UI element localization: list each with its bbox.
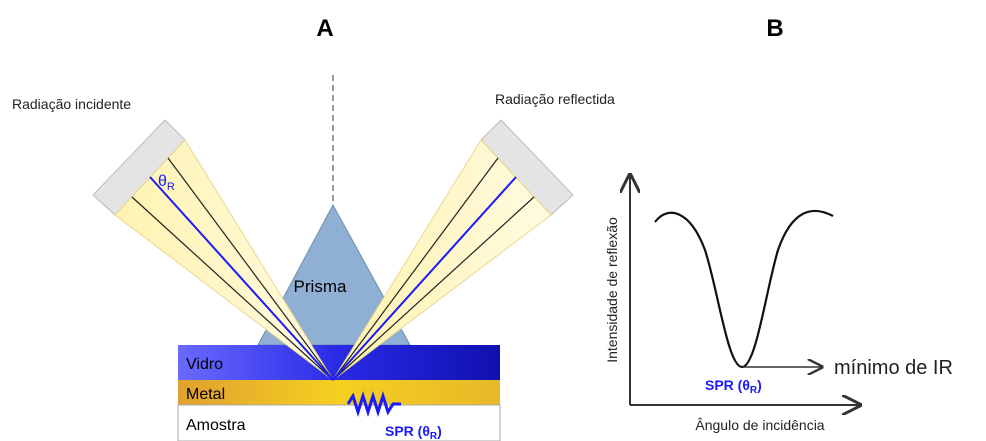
plasmon-wave xyxy=(346,390,401,418)
minimum-label: mínimo de IR xyxy=(834,357,953,379)
panel-title: A xyxy=(316,15,333,42)
metal-layer xyxy=(178,380,500,405)
panel-b: mínimo de IR SPR (θR) Intensidade de ref… xyxy=(604,175,953,433)
layer-label: Metal xyxy=(186,386,225,403)
panel-title: B xyxy=(766,15,783,42)
layer-label: Vidro xyxy=(186,356,223,373)
prism-label: Prisma xyxy=(294,277,347,296)
resonance-ray xyxy=(332,176,517,381)
angle-label: θR xyxy=(158,173,175,193)
x-axis-label: Ângulo de incidência xyxy=(695,417,824,433)
incident-label: Radiação incidente xyxy=(12,96,131,112)
reflected-label: Radiação reflectida xyxy=(495,91,615,107)
reflectance-curve xyxy=(654,209,834,369)
spr-label: SPR (θR) xyxy=(705,377,762,396)
panel-a: Prisma Vidro Metal Amostra θR Radiação i… xyxy=(12,75,615,441)
y-axis-label: Intensidade de reflexão xyxy=(604,217,620,363)
spr-label: SPR (θR) xyxy=(385,423,442,441)
resonance-ray xyxy=(149,176,334,381)
sample-layer xyxy=(177,404,501,441)
layer-label: Amostra xyxy=(186,417,246,434)
